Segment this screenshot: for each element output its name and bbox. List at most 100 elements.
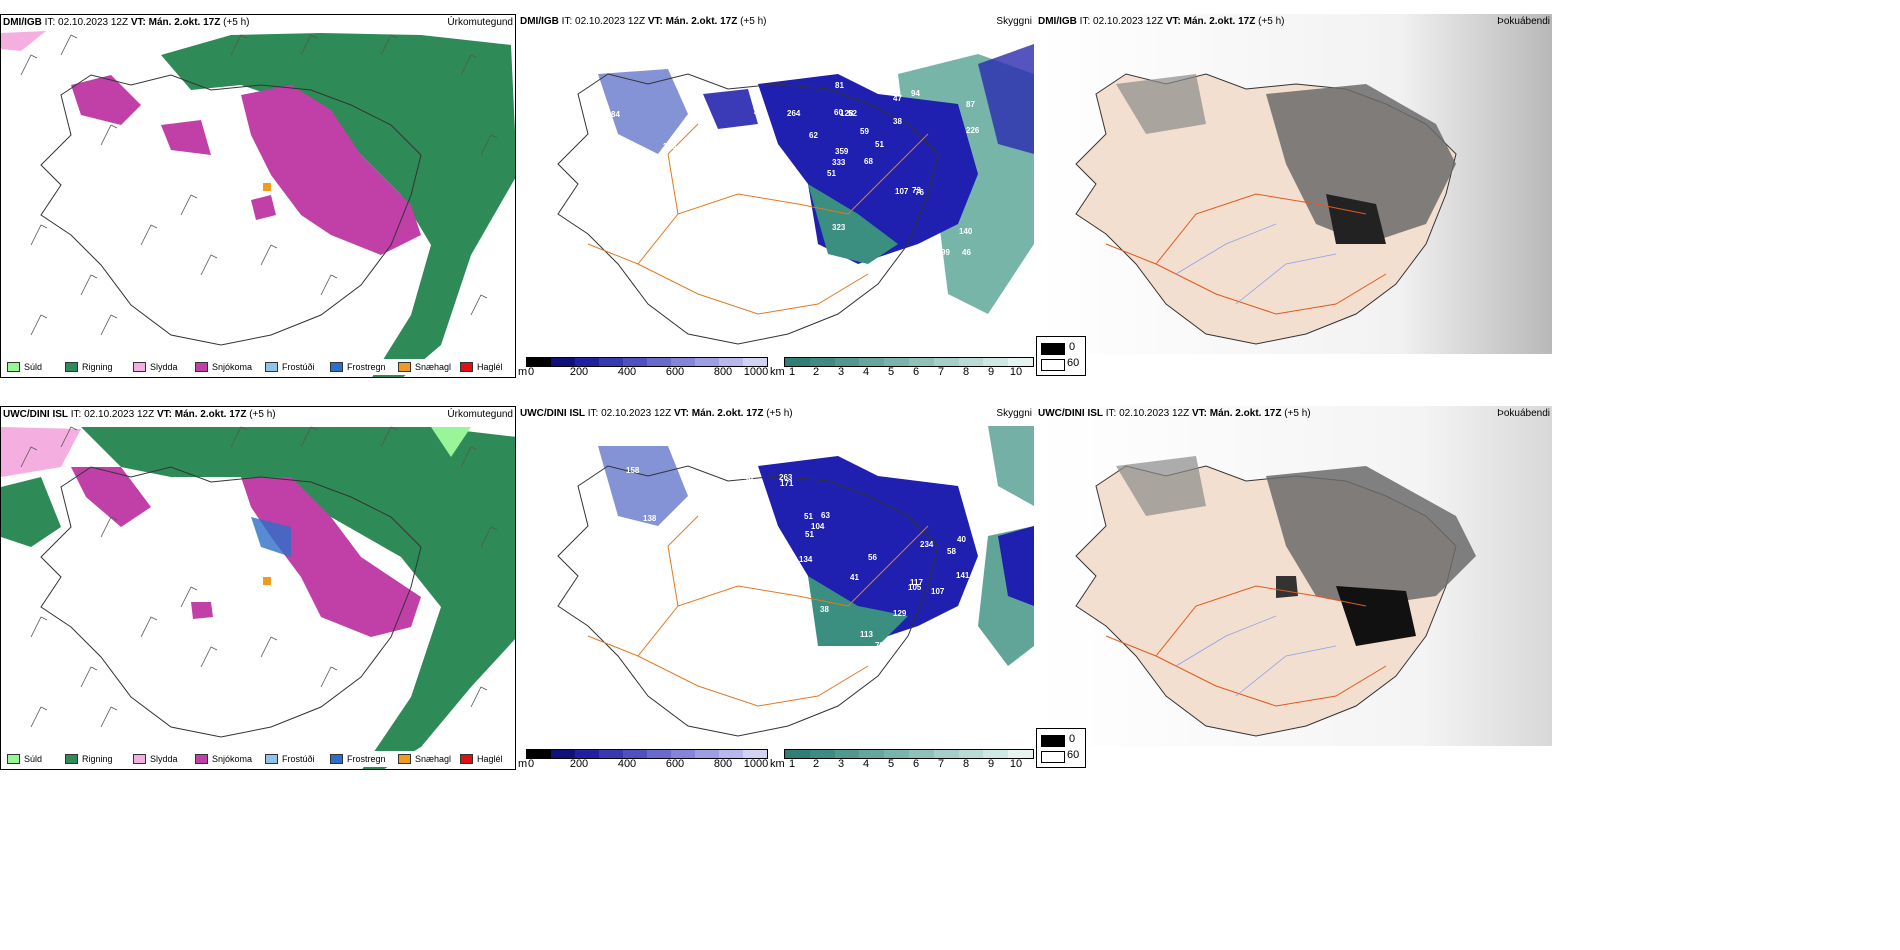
fog-legend-light: 60 bbox=[1067, 749, 1080, 761]
km-colorbar: km 1 2 3 4 5 6 7 8 9 10 bbox=[770, 746, 1034, 770]
cloud-ceiling-label: 59 bbox=[860, 127, 869, 136]
cloud-ceiling-label: 225 bbox=[607, 231, 621, 240]
cloud-title: Skyggni bbox=[996, 408, 1032, 419]
km-colorbar: km 1 2 3 4 5 6 7 8 9 10 bbox=[770, 354, 1034, 378]
km-tick: 3 bbox=[837, 758, 845, 770]
km-tick: 9 bbox=[987, 758, 995, 770]
cloud-panel-row1: 125 84 430 225 266 84 59 52 47 68 49 46 84 87 51 38 43 60… bbox=[518, 14, 1034, 378]
cloud-ceiling-label: 234 bbox=[920, 540, 934, 549]
fog-legend: 0 60 bbox=[1036, 336, 1086, 376]
km-tick: 6 bbox=[912, 366, 920, 378]
cloud-ceiling-label: 43 bbox=[741, 549, 750, 558]
cloud-ceiling-label: 171 bbox=[780, 479, 794, 488]
legend-item: Frostúði bbox=[265, 362, 315, 372]
cloud-ceiling-label: 62 bbox=[956, 624, 965, 633]
cloud-ceiling-label: 38 bbox=[893, 117, 902, 126]
cloud-header: UWC/DINI ISL IT: 02.10.2023 12Z VT: Mán.… bbox=[520, 408, 793, 419]
km-tick: 6 bbox=[912, 758, 920, 770]
precip-title: Úrkomutegund bbox=[447, 409, 513, 420]
cloud-panel-row2: 171 212 85 158 138 107 98 87 51 73 62 43 48 62 38 40 41 5… bbox=[518, 406, 1034, 770]
cloud-ceiling-label: 264 bbox=[787, 109, 801, 118]
cloud-header: DMI/IGB IT: 02.10.2023 12Z VT: Mán. 2.ok… bbox=[520, 16, 767, 27]
cloud-ceiling-label: 87 bbox=[966, 100, 975, 109]
cloud-ceiling-label: 133 bbox=[943, 464, 957, 473]
cloud-ceiling-label: 105 bbox=[908, 583, 922, 592]
cloud-ceiling-label: 107 bbox=[931, 587, 945, 596]
km-tick: 4 bbox=[862, 758, 870, 770]
km-tick: 2 bbox=[812, 366, 820, 378]
cloud-ceiling-label: 73 bbox=[912, 186, 921, 195]
km-tick: 5 bbox=[887, 366, 895, 378]
cloud-ceiling-label: 63 bbox=[821, 511, 830, 520]
m-tick: 800 bbox=[713, 366, 733, 378]
cloud-ceiling-label: 94 bbox=[911, 89, 920, 98]
km-tick: 10 bbox=[1009, 366, 1023, 378]
cloud-ceiling-label: 171 bbox=[678, 565, 692, 574]
cloud-ceiling-label: 62 bbox=[741, 484, 750, 493]
cloud-ceiling-label: 333 bbox=[832, 158, 846, 167]
cloud-ceiling-label: 57 bbox=[771, 584, 780, 593]
fog-legend: 0 60 bbox=[1036, 728, 1086, 768]
cloud-ceiling-label: 125 bbox=[652, 171, 666, 180]
fog-legend-dark: 0 bbox=[1069, 733, 1076, 745]
cloud-ceiling-label: 359 bbox=[835, 147, 849, 156]
km-tick: 1 bbox=[788, 366, 796, 378]
cloud-ceiling-label: 218 bbox=[746, 555, 760, 564]
fog-map bbox=[1036, 406, 1552, 746]
cloud-ceiling-label: 102 bbox=[788, 210, 802, 219]
legend-item: Slydda bbox=[133, 754, 178, 764]
m-colorbar: m 0 200 400 600 800 1000 bbox=[518, 354, 768, 378]
cloud-ceiling-label: 52 bbox=[971, 457, 980, 466]
cloud-ceiling-label: 134 bbox=[799, 555, 813, 564]
cloud-ceiling-label: 104 bbox=[811, 522, 825, 531]
m-tick: 200 bbox=[569, 758, 589, 770]
km-tick: 10 bbox=[1009, 758, 1023, 770]
cloud-ceiling-label: 84 bbox=[611, 110, 620, 119]
cloud-ceiling-label: 138 bbox=[643, 514, 657, 523]
m-unit: m bbox=[518, 758, 528, 770]
fog-map bbox=[1036, 14, 1552, 354]
km-unit: km bbox=[770, 758, 785, 770]
m-tick: 400 bbox=[617, 366, 637, 378]
km-unit: km bbox=[770, 366, 785, 378]
fog-panel-row1: DMI/IGB IT: 02.10.2023 12Z VT: Mán. 2.ok… bbox=[1036, 14, 1552, 378]
precip-header: UWC/DINI ISL IT: 02.10.2023 12Z VT: Mán.… bbox=[3, 409, 276, 420]
precip-legend: Súld Rigning Slydda Snjókoma Frostúði Fr… bbox=[5, 359, 513, 375]
precip-header: DMI/IGB IT: 02.10.2023 12Z VT: Mán. 2.ok… bbox=[3, 17, 250, 28]
km-tick: 5 bbox=[887, 758, 895, 770]
cloud-ceiling-label: 165 bbox=[730, 142, 744, 151]
cloud-ceiling-label: 51 bbox=[827, 169, 836, 178]
precip-legend: Súld Rigning Slydda Snjókoma Frostúði Fr… bbox=[5, 751, 513, 767]
cloud-ceiling-label: 51 bbox=[875, 140, 884, 149]
cloud-ceiling-label: 82 bbox=[739, 240, 748, 249]
cloud-title: Skyggni bbox=[996, 16, 1032, 27]
cloud-ceiling-label: 60 bbox=[834, 108, 843, 117]
cloud-ceiling-label: 47 bbox=[893, 94, 902, 103]
cloud-ceiling-label: 141 bbox=[956, 571, 970, 580]
cloud-ceiling-label: 78 bbox=[767, 547, 776, 556]
legend-item: Súld bbox=[7, 362, 42, 372]
cloud-map bbox=[518, 14, 1034, 354]
cloud-ceiling-label: 81 bbox=[835, 81, 844, 90]
legend-item: Snæhagl bbox=[398, 754, 451, 764]
fog-legend-dark: 0 bbox=[1069, 341, 1076, 353]
fog-header: UWC/DINI ISL IT: 02.10.2023 12Z VT: Mán.… bbox=[1038, 408, 1311, 419]
m-tick: 600 bbox=[665, 758, 685, 770]
cloud-ceiling-label: 69 bbox=[780, 232, 789, 241]
legend-item: Slydda bbox=[133, 362, 178, 372]
legend-item: Frostregn bbox=[330, 754, 386, 764]
cloud-ceiling-label: 38 bbox=[820, 605, 829, 614]
cloud-ceiling-label: 117 bbox=[910, 578, 923, 587]
cloud-map bbox=[518, 406, 1034, 746]
precip-panel-row1: DMI/IGB IT: 02.10.2023 12Z VT: Mán. 2.ok… bbox=[0, 14, 516, 378]
cloud-ceiling-label: 68 bbox=[864, 157, 873, 166]
cloud-ceiling-label: 73 bbox=[875, 641, 884, 650]
cloud-labels: 171 212 85 158 138 107 98 87 51 73 62 43 48 62 38 40 41 5… bbox=[518, 406, 1034, 746]
cloud-ceiling-label: 98 bbox=[744, 597, 753, 606]
km-tick: 7 bbox=[937, 758, 945, 770]
m-colorbar: m 0 200 400 600 800 1000 bbox=[518, 746, 768, 770]
cloud-ceiling-label: 40 bbox=[957, 535, 966, 544]
precip-map bbox=[1, 407, 515, 769]
cloud-ceiling-label: 129 bbox=[893, 609, 907, 618]
km-tick: 1 bbox=[788, 758, 796, 770]
